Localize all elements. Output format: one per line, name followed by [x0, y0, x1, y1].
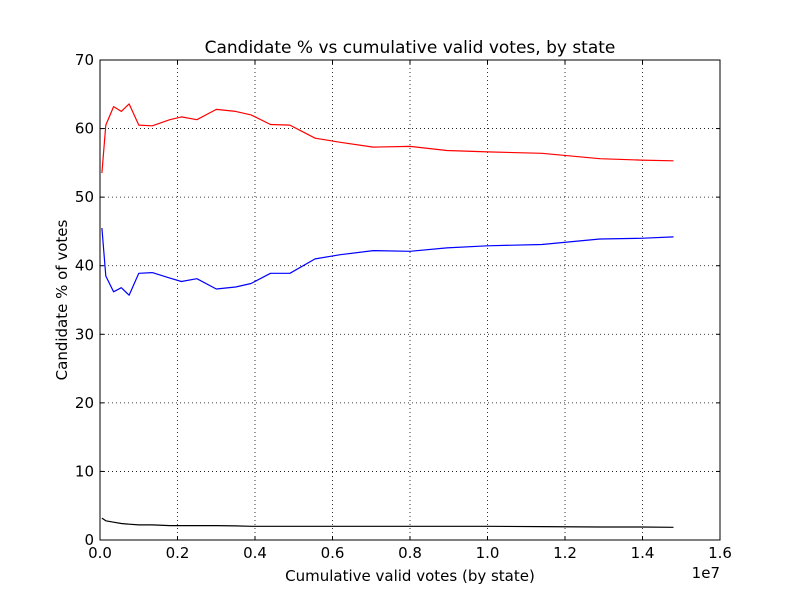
x-tick-label: 1.6 — [708, 544, 732, 562]
x-tick-label: 1.2 — [553, 544, 577, 562]
series-line-2 — [101, 227, 674, 296]
x-tick-label: 1.4 — [631, 544, 655, 562]
chart-title: Candidate % vs cumulative valid votes, b… — [205, 38, 616, 58]
x-axis-offset-label: 1e7 — [692, 564, 720, 582]
series-lines — [101, 103, 674, 528]
y-tick-label: 40 — [75, 257, 94, 275]
y-tick-label: 70 — [75, 51, 94, 69]
y-tick-label: 0 — [84, 531, 94, 549]
x-tick-label: 0.8 — [398, 544, 422, 562]
y-tick-label: 60 — [75, 120, 94, 138]
plot-frame — [99, 59, 721, 541]
y-tick-label: 30 — [75, 325, 94, 343]
x-axis-label: Cumulative valid votes (by state) — [285, 567, 535, 585]
y-tick-label: 10 — [75, 462, 94, 480]
grid-lines — [100, 60, 720, 540]
series-line-3 — [101, 517, 674, 528]
series-line-1 — [101, 103, 674, 174]
x-tick-label: 0.0 — [88, 544, 112, 562]
y-axis-label: Candidate % of votes — [53, 219, 71, 380]
y-tick-label: 20 — [75, 394, 94, 412]
x-tick-label: 0.6 — [321, 544, 345, 562]
axis-ticks: 0.0 0.2 0.4 0.6 0.8 1.0 1.2 1.4 1.6 0 10 20 30 40 50 60… — [75, 51, 732, 562]
y-tick-label: 50 — [75, 188, 94, 206]
x-tick-label: 0.4 — [243, 544, 267, 562]
x-tick-label: 0.2 — [166, 544, 190, 562]
x-tick-label: 1.0 — [476, 544, 500, 562]
